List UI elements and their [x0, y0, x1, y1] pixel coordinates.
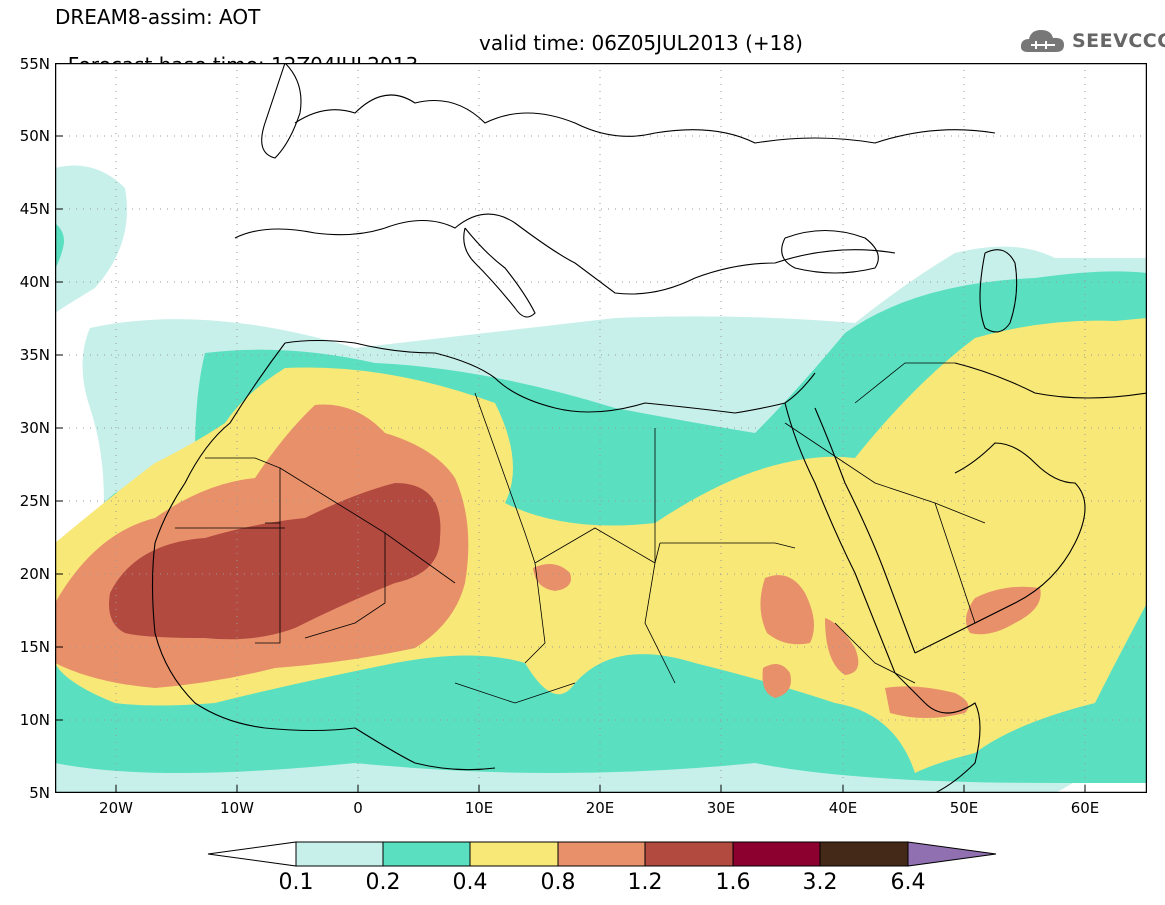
colorbar-over-arrow — [907, 841, 997, 867]
lat-label: 20N — [19, 565, 50, 583]
colorbar-swatch — [295, 841, 384, 867]
lat-label: 25N — [19, 492, 50, 510]
colorbar-label: 6.4 — [890, 870, 926, 895]
colorbar-label: 0.4 — [452, 870, 488, 895]
seevccc-logo: SEEVCCC — [1018, 24, 1165, 58]
lon-label: 20E — [585, 799, 615, 817]
lon-label: 40E — [828, 799, 858, 817]
coastlines — [151, 63, 1147, 793]
lat-label: 15N — [19, 638, 50, 656]
colorbar-swatch — [732, 841, 821, 867]
lat-label: 45N — [19, 200, 50, 218]
lat-label: 5N — [29, 784, 50, 802]
colorbar-label: 1.2 — [627, 870, 663, 895]
lat-label: 30N — [19, 419, 50, 437]
lon-label: 60E — [1070, 799, 1100, 817]
colorbar-under-arrow — [207, 841, 297, 867]
lat-label: 50N — [19, 127, 50, 145]
colorbar-swatch — [644, 841, 734, 867]
valid-time: valid time: 06Z05JUL2013 (+18) — [479, 31, 803, 55]
colorbar-swatch — [469, 841, 559, 867]
cloud-icon — [1020, 30, 1064, 52]
colorbar — [207, 841, 997, 867]
borders — [175, 362, 1016, 704]
lon-label: 20W — [99, 799, 133, 817]
lat-label: 40N — [19, 273, 50, 291]
lon-label: 0 — [353, 799, 363, 817]
colorbar-label: 0.1 — [278, 870, 314, 895]
lon-label: 10W — [220, 799, 254, 817]
lon-label: 30E — [706, 799, 736, 817]
colorbar-label: 3.2 — [802, 870, 838, 895]
colorbar-swatch — [819, 841, 909, 867]
colorbar-label: 0.2 — [365, 870, 401, 895]
colorbar-label: 0.8 — [540, 870, 576, 895]
logo-text: SEEVCCC — [1072, 30, 1165, 52]
lat-label: 55N — [19, 55, 50, 73]
lon-label: 10E — [464, 799, 494, 817]
colorbar-label: 1.6 — [715, 870, 751, 895]
colorbar-swatch — [557, 841, 646, 867]
aot-map — [55, 63, 1147, 793]
lon-label: 50E — [949, 799, 979, 817]
aot-band-1.2-1.6 — [109, 483, 441, 640]
lat-label: 35N — [19, 346, 50, 364]
colorbar-swatch — [382, 841, 471, 867]
map-title: DREAM8-assim: AOT — [55, 5, 261, 29]
axis-ticks — [55, 135, 1086, 793]
lat-label: 10N — [19, 711, 50, 729]
